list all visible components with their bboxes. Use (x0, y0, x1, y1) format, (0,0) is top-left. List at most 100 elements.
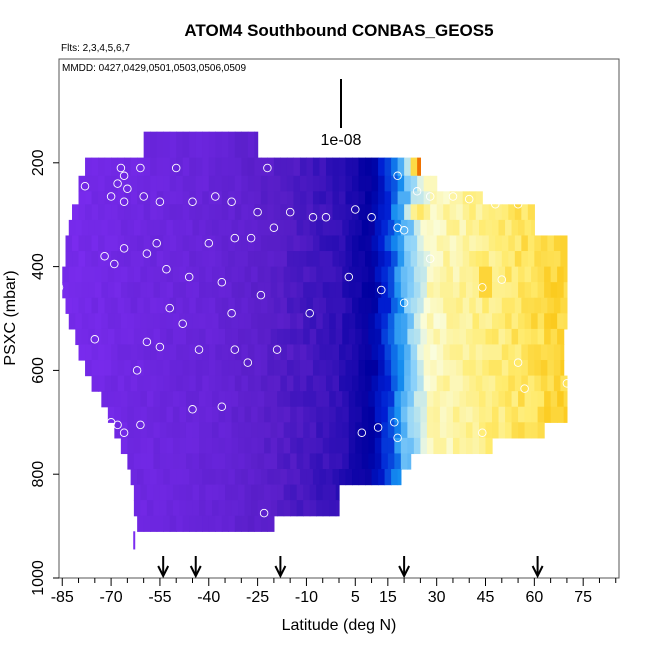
x-tick-label: 45 (477, 589, 495, 606)
field-cell (195, 360, 203, 377)
field-cell (104, 191, 112, 205)
field-cell (68, 282, 76, 299)
field-cell (296, 484, 304, 501)
field-cell (407, 219, 415, 237)
field-cell (124, 204, 132, 221)
field-cell (247, 175, 255, 192)
field-cell (137, 204, 145, 221)
field-cell (296, 282, 304, 299)
field-cell (225, 328, 233, 346)
field-cell (176, 515, 184, 532)
field-cell (205, 500, 213, 517)
field-cell (244, 328, 252, 346)
field-cell (137, 515, 145, 532)
field-cell (228, 157, 236, 177)
field-cell (251, 437, 259, 455)
field-cell (199, 453, 207, 470)
field-cell (417, 235, 425, 252)
field-cell (374, 422, 382, 439)
field-cell (277, 484, 285, 501)
sample-point (90, 335, 100, 344)
dates-text: MMDD: 0427,0429,0501,0503,0506,0509 (62, 63, 246, 74)
field-cell (433, 266, 441, 283)
field-cell (182, 375, 190, 392)
field-cell (264, 422, 272, 439)
field-cell (397, 235, 405, 252)
field-cell (306, 235, 314, 252)
field-cell (479, 219, 487, 237)
field-cell (185, 500, 194, 517)
field-cell (225, 437, 233, 455)
sample-point (230, 345, 240, 354)
field-cell (133, 422, 141, 439)
field-cell (524, 391, 532, 408)
field-cell (299, 375, 308, 392)
field-cell (264, 406, 272, 423)
field-cell (241, 344, 249, 361)
field-cell (120, 313, 128, 330)
sample-point (377, 285, 386, 295)
field-cell (72, 235, 80, 252)
field-cell (273, 344, 281, 361)
field-cell (365, 251, 373, 268)
field-cell (296, 422, 304, 439)
field-cell (78, 344, 86, 361)
sample-point (491, 200, 500, 209)
field-cell (283, 437, 291, 455)
field-cell (199, 313, 207, 330)
field-cell (179, 391, 187, 408)
field-cell (332, 344, 340, 361)
field-cell (531, 266, 539, 283)
field-cell (368, 282, 376, 299)
field-cell (221, 360, 229, 377)
field-cell (361, 406, 369, 423)
field-cell (78, 204, 86, 221)
field-cell (267, 204, 275, 221)
field-cell (273, 157, 281, 177)
field-cell (387, 453, 395, 470)
field-cell (371, 375, 379, 392)
field-cell (540, 297, 548, 314)
field-cell (270, 266, 278, 283)
field-cell (238, 266, 246, 283)
sample-point (253, 207, 262, 217)
field-cell (299, 360, 308, 377)
field-cell (212, 391, 220, 408)
field-cell (212, 484, 220, 501)
field-cell (488, 204, 496, 221)
field-cell (172, 484, 181, 501)
field-cell (459, 422, 467, 439)
sample-point (344, 272, 354, 282)
field-cell (498, 391, 506, 408)
field-cell (153, 266, 161, 283)
field-cell (479, 406, 487, 423)
field-cell (283, 219, 291, 237)
field-cell (413, 328, 421, 346)
field-cell (404, 204, 412, 221)
field-cell (146, 422, 155, 439)
sample-point (562, 379, 572, 388)
field-cell (456, 344, 464, 361)
field-cell (153, 391, 161, 408)
field-cell (189, 375, 197, 392)
field-cell (283, 266, 291, 283)
field-cell (150, 235, 158, 252)
field-cell (117, 204, 125, 221)
field-cell (78, 251, 86, 268)
field-cell (111, 297, 119, 314)
field-cell (114, 422, 122, 439)
field-cell (335, 282, 343, 299)
field-cell (260, 175, 268, 192)
field-cell (488, 235, 496, 252)
field-cell (400, 422, 408, 439)
field-cell (332, 297, 340, 314)
field-cell (156, 375, 164, 392)
field-cell (361, 282, 369, 299)
field-cell (492, 313, 500, 330)
field-cell (303, 500, 311, 517)
field-cell (169, 204, 177, 221)
field-cell (153, 422, 161, 439)
field-cell (482, 204, 490, 221)
field-cell (234, 375, 242, 392)
field-cell (159, 282, 168, 299)
